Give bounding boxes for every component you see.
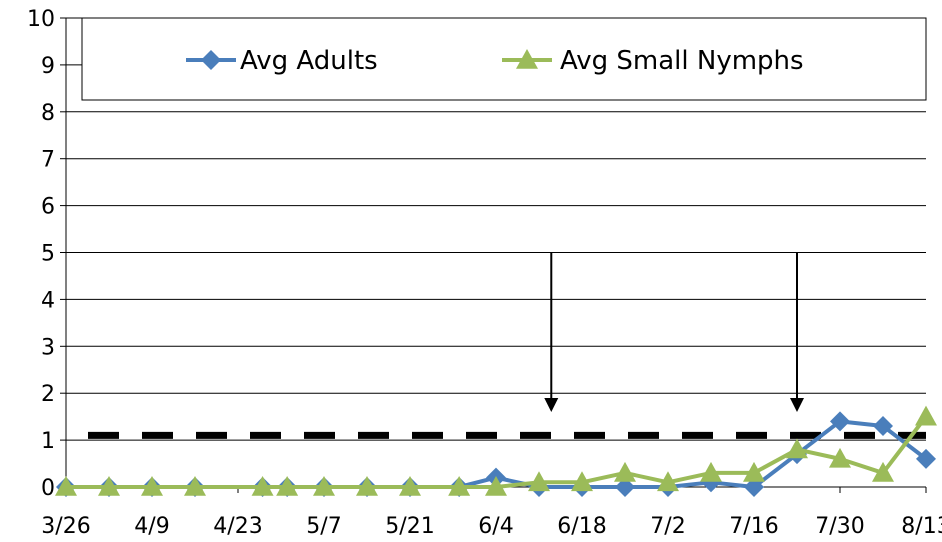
y-tick-label: 7 [41, 148, 55, 173]
x-tick-label: 7/2 [650, 514, 685, 539]
y-tick-label: 10 [27, 7, 55, 32]
data-point-triangle [829, 447, 851, 468]
series-avg-small-nymphs [55, 405, 937, 496]
legend: Avg Adults Avg Small Nymphs [81, 17, 927, 101]
data-point-triangle [516, 49, 538, 69]
legend-label: Avg Adults [240, 46, 378, 76]
y-tick-label: 2 [41, 382, 55, 407]
y-tick-label: 0 [41, 476, 55, 501]
data-point-triangle [55, 476, 77, 496]
data-point-triangle [141, 476, 163, 496]
data-point-triangle [251, 476, 274, 496]
arrows-group [544, 252, 804, 412]
data-point-triangle [872, 461, 894, 482]
data-point-triangle [915, 405, 937, 426]
y-tick-label: 8 [41, 101, 55, 126]
y-tick-label: 9 [41, 54, 55, 79]
x-tick-label: 3/26 [41, 514, 90, 539]
annotation-arrowhead [544, 397, 559, 412]
data-point-triangle [571, 471, 593, 492]
x-tick-label: 7/16 [729, 514, 778, 539]
data-point-triangle [700, 461, 722, 482]
data-point-diamond [916, 448, 936, 469]
data-point-triangle [184, 476, 206, 496]
data-point-triangle [356, 476, 378, 496]
data-point-triangle [786, 438, 808, 459]
y-tick-label: 1 [41, 429, 55, 454]
x-tick-label: 6/4 [478, 514, 513, 539]
legend-label: Avg Small Nymphs [560, 46, 804, 76]
legend-item: Avg Adults [186, 46, 378, 76]
x-tick-label: 8/13 [901, 514, 942, 539]
annotation-arrowhead [790, 397, 804, 412]
data-point-triangle [98, 476, 120, 496]
x-tick-label: 5/21 [385, 514, 434, 539]
data-point-diamond [744, 477, 764, 497]
x-tick-label: 6/18 [557, 514, 606, 539]
data-point-diamond [615, 477, 635, 497]
x-tick-label: 4/23 [213, 514, 262, 539]
x-tick-label: 5/7 [306, 514, 341, 539]
y-tick-label: 6 [41, 195, 55, 220]
data-point-diamond [830, 411, 850, 432]
y-tick-label: 5 [41, 242, 55, 267]
data-point-diamond [873, 416, 893, 437]
y-tick-label: 3 [41, 335, 55, 360]
data-point-triangle [528, 471, 550, 492]
data-point-diamond [201, 50, 221, 70]
data-point-triangle [485, 476, 507, 496]
data-point-triangle [743, 461, 765, 482]
data-point-triangle [448, 476, 471, 496]
data-point-triangle [276, 476, 299, 496]
x-tick-labels: 3/26 4/9 4/23 5/7 5/21 6/4 6/18 7/2 7/16 7/30 8/13 [41, 487, 942, 539]
series-group [55, 405, 937, 497]
y-tick-labels: 0 1 2 3 4 5 6 7 8 9 10 [27, 7, 66, 501]
data-point-triangle [399, 476, 421, 496]
data-point-triangle [657, 471, 679, 492]
legend-item: Avg Small Nymphs [502, 46, 804, 76]
data-point-triangle [614, 461, 636, 482]
x-tick-label: 4/9 [134, 514, 169, 539]
y-tick-label: 4 [41, 288, 55, 313]
x-tick-label: 7/30 [815, 514, 864, 539]
data-point-triangle [313, 476, 335, 496]
